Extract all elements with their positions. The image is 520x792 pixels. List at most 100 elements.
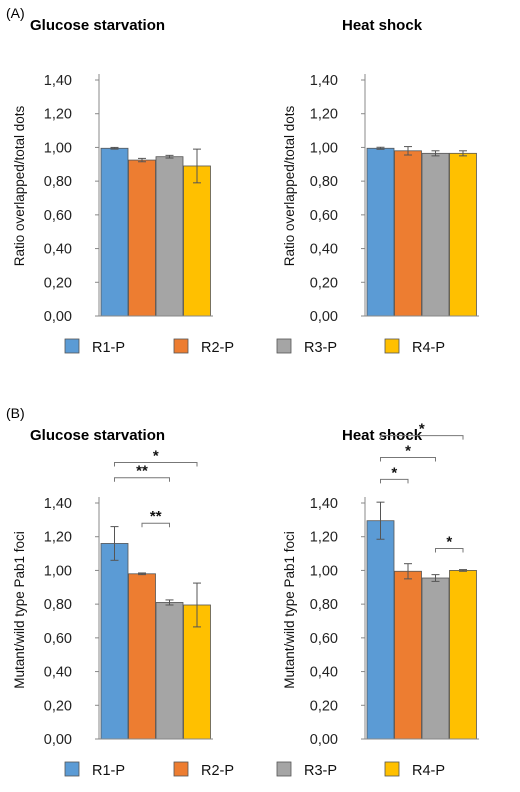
bar-r1-p [366, 147, 395, 317]
y-tick-label: 0,20 [44, 698, 72, 714]
chart-title: Glucose starvation [30, 427, 165, 444]
y-tick-label: 0,60 [44, 631, 72, 647]
legend-swatch [64, 338, 80, 354]
significance-label: * [419, 421, 425, 438]
y-tick-label: 0,00 [44, 732, 72, 748]
legend-item: R4-P [384, 761, 445, 779]
y-tick-label: 1,40 [44, 73, 72, 89]
y-tick-label: 0,20 [310, 275, 338, 291]
legend-label: R3-P [304, 340, 337, 356]
y-tick-label: 0,60 [310, 631, 338, 647]
chart-b-glucose: Glucose starvation Mutant/wild type Pab1… [12, 427, 213, 748]
y-tick-label: 1,00 [44, 140, 72, 156]
chart-a-heat: Heat shock Ratio overlapped/total dots 0… [282, 17, 479, 325]
chart-a-glucose: Glucose starvation Ratio overlapped/tota… [12, 17, 213, 325]
legend-swatch [64, 761, 80, 777]
bar-r2-p [394, 150, 422, 317]
significance-label: * [446, 534, 452, 551]
y-axis-label: Mutant/wild type Pab1 foci [12, 531, 27, 689]
bar-r4-p [183, 165, 211, 317]
significance-bracket [114, 462, 198, 467]
significance-label: * [391, 464, 397, 481]
legend-item: R1-P [64, 761, 125, 779]
plot-area: 0,00 0,20 0,40 0,60 0,80 1,00 1,20 1,40 [310, 73, 479, 325]
bar-r2-p [128, 159, 156, 317]
bar-r4-p [449, 152, 477, 317]
significance-label: ** [150, 508, 162, 525]
legend-a: R1-P R2-P R3-P R4-P [64, 338, 445, 356]
y-tick-label: 1,20 [310, 107, 338, 123]
significance-label: * [153, 448, 159, 465]
bar-r1-p [100, 543, 129, 740]
significance-bracket [141, 522, 170, 528]
legend-swatch [173, 761, 189, 777]
legend-label: R3-P [304, 763, 337, 779]
significance-bracket [435, 548, 464, 553]
legend-item: R3-P [276, 338, 337, 356]
legend-item: R2-P [173, 761, 234, 779]
bar-r2-p [394, 570, 422, 740]
y-tick-label: 1,00 [310, 140, 338, 156]
bar-r2-p [128, 573, 156, 740]
y-tick-label: 1,00 [310, 563, 338, 579]
y-tick-label: 0,40 [310, 665, 338, 681]
legend-label: R1-P [92, 340, 125, 356]
plot-area: 0,000,200,400,600,801,001,201,40***** [44, 448, 213, 748]
bar-r3-p [155, 602, 184, 740]
significance-label: ** [136, 463, 148, 480]
plot-area: 0,00 0,20 0,40 0,60 0,80 1,00 1,20 1,40 [44, 73, 213, 325]
y-tick-label: 0,80 [44, 174, 72, 190]
significance-bracket [380, 435, 464, 440]
legend-swatch [276, 761, 292, 777]
bar-r1-p [100, 147, 129, 317]
y-tick-label: 0,20 [310, 698, 338, 714]
legend-label: R2-P [201, 763, 234, 779]
legend-item: R3-P [276, 761, 337, 779]
y-tick-label: 0,00 [44, 309, 72, 325]
significance-bracket [380, 456, 436, 462]
legend-item: R1-P [64, 338, 125, 356]
chart-b-heat: Heat shock Mutant/wild type Pab1 foci 0,… [282, 421, 479, 748]
legend-label: R4-P [412, 763, 445, 779]
legend-b: R1-P R2-P R3-P R4-P [64, 761, 445, 779]
chart-title: Glucose starvation [30, 17, 165, 34]
bar-r3-p [155, 156, 184, 317]
y-tick-label: 0,00 [310, 309, 338, 325]
legend-label: R2-P [201, 340, 234, 356]
significance-label: * [405, 442, 411, 459]
y-tick-label: 1,00 [44, 563, 72, 579]
bar-r3-p [421, 577, 450, 740]
y-axis-label: Mutant/wild type Pab1 foci [282, 531, 297, 689]
y-tick-label: 0,60 [310, 208, 338, 224]
y-tick-label: 0,00 [310, 732, 338, 748]
plot-area: 0,00 0,20 0,40 0,60 0,80 1,00 1,20 1,40 * * * * [310, 421, 479, 748]
y-tick-label: 0,20 [44, 275, 72, 291]
panel-label-b: (B) [6, 405, 25, 421]
legend-swatch [276, 338, 292, 354]
y-tick-label: 1,20 [310, 530, 338, 546]
y-tick-label: 0,80 [310, 597, 338, 613]
y-axis-label: Ratio overlapped/total dots [282, 105, 297, 266]
y-tick-label: 1,20 [44, 530, 72, 546]
bar-r4-p [449, 570, 477, 740]
y-tick-label: 0,80 [44, 597, 72, 613]
legend-swatch [173, 338, 189, 354]
y-tick-label: 1,40 [310, 496, 338, 512]
legend-item: R4-P [384, 338, 445, 356]
y-tick-label: 0,80 [310, 174, 338, 190]
panel-label-a: (A) [6, 5, 25, 21]
legend-swatch [384, 338, 400, 354]
legend-label: R1-P [92, 763, 125, 779]
legend-swatch [384, 761, 400, 777]
legend-item: R2-P [173, 338, 234, 356]
bar-r1-p [366, 520, 395, 740]
y-tick-label: 0,40 [310, 242, 338, 258]
chart-title: Heat shock [342, 17, 423, 34]
y-tick-label: 1,40 [310, 73, 338, 89]
significance-bracket [114, 477, 170, 482]
y-tick-label: 0,40 [44, 665, 72, 681]
y-axis-label: Ratio overlapped/total dots [12, 105, 27, 266]
y-tick-label: 0,60 [44, 208, 72, 224]
legend-label: R4-P [412, 340, 445, 356]
